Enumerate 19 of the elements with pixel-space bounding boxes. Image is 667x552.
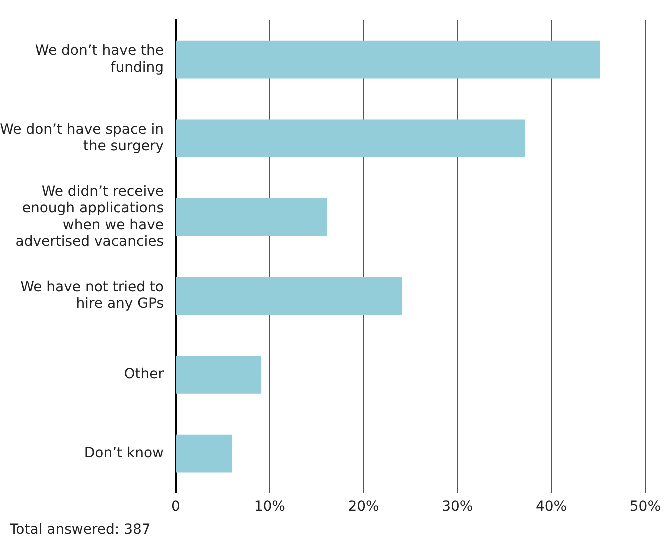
bar [176,356,262,394]
x-tick-label: 50% [630,499,662,516]
y-tick-label: We have not tried to hire any GPs [20,279,164,312]
bar [176,40,600,79]
x-tick-label: 10% [254,499,286,516]
x-tick-label: 0 [172,499,180,516]
y-tick-label: We didn’t receive enough applications when we have advertised vacancies [16,184,164,250]
x-tick-label: 40% [536,499,568,516]
bar [176,198,328,236]
bar [176,120,526,158]
y-tick-label: Don’t know [84,445,164,462]
text: Total answered: 387 [10,522,152,538]
y-tick-label: We don’t have the funding [35,43,164,76]
x-tick-label: 20% [348,499,380,516]
bar [176,277,402,316]
x-tick-label: 30% [442,499,474,516]
y-tick-label: We don’t have space in the surgery [0,122,164,155]
y-tick-label: Other [124,366,164,383]
bar [176,434,232,473]
